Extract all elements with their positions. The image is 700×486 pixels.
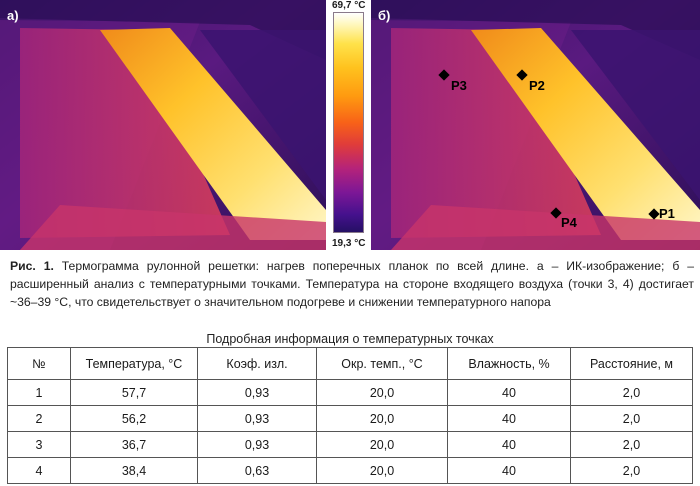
cell-number: 2 bbox=[7, 405, 71, 432]
table-row: 4 38,4 0,63 20,0 40 2,0 bbox=[7, 457, 693, 484]
point-p2-label: P2 bbox=[529, 78, 545, 93]
thermal-image-a: а) bbox=[0, 0, 326, 250]
cell-emissivity: 0,93 bbox=[197, 405, 317, 432]
cell-distance: 2,0 bbox=[570, 379, 693, 406]
cell-humidity: 40 bbox=[447, 405, 571, 432]
header-ambient-temp: Окр. темп., °С bbox=[316, 347, 448, 380]
table-row: 2 56,2 0,93 20,0 40 2,0 bbox=[7, 405, 693, 432]
point-p3-label: P3 bbox=[451, 78, 467, 93]
header-humidity: Влажность, % bbox=[447, 347, 571, 380]
cell-temperature: 57,7 bbox=[70, 379, 198, 406]
cell-ambient-temp: 20,0 bbox=[316, 457, 448, 484]
panel-a-label: а) bbox=[7, 8, 19, 23]
cell-ambient-temp: 20,0 bbox=[316, 379, 448, 406]
cell-humidity: 40 bbox=[447, 457, 571, 484]
header-temperature: Температура, °С bbox=[70, 347, 198, 380]
header-distance: Расстояние, м bbox=[570, 347, 693, 380]
table-header-row: № Температура, °С Коэф. изл. Окр. темп.,… bbox=[7, 347, 693, 380]
cell-ambient-temp: 20,0 bbox=[316, 431, 448, 458]
panel-b-label: б) bbox=[378, 8, 391, 23]
header-number: № bbox=[7, 347, 71, 380]
cell-number: 4 bbox=[7, 457, 71, 484]
point-p4-label: P4 bbox=[561, 215, 577, 230]
scale-max-label: 69,7 °C bbox=[332, 0, 366, 11]
figure-caption: Рис. 1. Термограмма рулонной решетки: на… bbox=[10, 257, 694, 311]
cell-emissivity: 0,63 bbox=[197, 457, 317, 484]
cell-distance: 2,0 bbox=[570, 405, 693, 432]
cell-temperature: 36,7 bbox=[70, 431, 198, 458]
temperature-scale-bar bbox=[333, 12, 364, 233]
cell-number: 3 bbox=[7, 431, 71, 458]
point-p1-label: P1 bbox=[659, 206, 675, 221]
cell-distance: 2,0 bbox=[570, 457, 693, 484]
cell-humidity: 40 bbox=[447, 431, 571, 458]
scale-min-label: 19,3 °C bbox=[332, 238, 366, 249]
cell-temperature: 38,4 bbox=[70, 457, 198, 484]
cell-ambient-temp: 20,0 bbox=[316, 405, 448, 432]
caption-prefix: Рис. 1. bbox=[10, 259, 54, 273]
header-emissivity: Коэф. изл. bbox=[197, 347, 317, 380]
caption-text: Термограмма рулонной решетки: нагрев поп… bbox=[10, 259, 694, 309]
cell-humidity: 40 bbox=[447, 379, 571, 406]
cell-emissivity: 0,93 bbox=[197, 431, 317, 458]
thermal-image-a-graphic bbox=[0, 0, 326, 250]
temperature-points-table: № Температура, °С Коэф. изл. Окр. темп.,… bbox=[7, 347, 693, 484]
cell-distance: 2,0 bbox=[570, 431, 693, 458]
cell-temperature: 56,2 bbox=[70, 405, 198, 432]
table-row: 1 57,7 0,93 20,0 40 2,0 bbox=[7, 379, 693, 406]
thermal-image-b: б) P1 P2 P3 P4 bbox=[371, 0, 700, 250]
table-title: Подробная информация о температурных точ… bbox=[206, 332, 494, 346]
cell-number: 1 bbox=[7, 379, 71, 406]
cell-emissivity: 0,93 bbox=[197, 379, 317, 406]
table-row: 3 36,7 0,93 20,0 40 2,0 bbox=[7, 431, 693, 458]
